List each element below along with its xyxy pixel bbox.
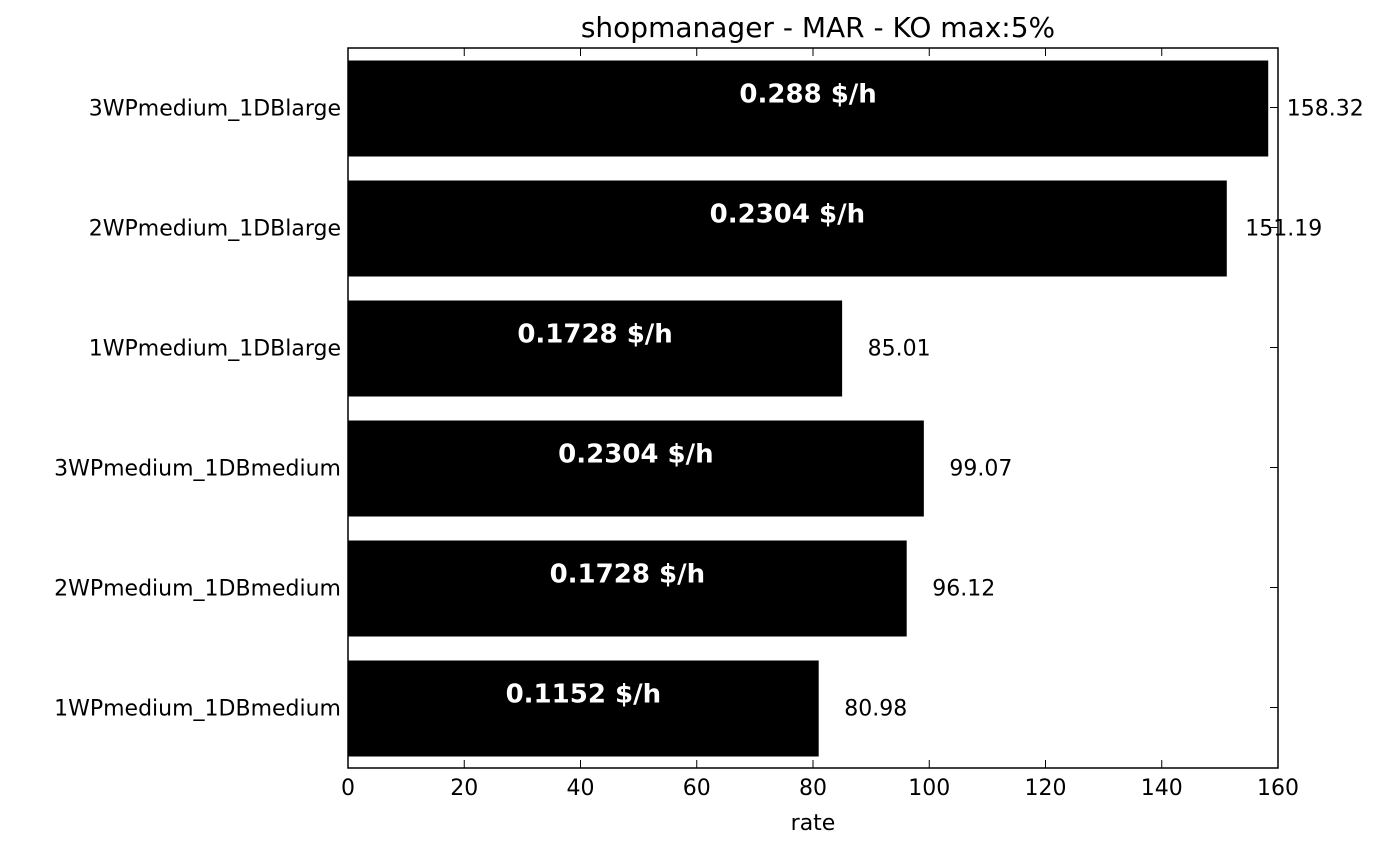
- bar-cost-label: 0.1728 $/h: [517, 320, 672, 350]
- bar-cost-label: 0.1152 $/h: [506, 680, 661, 710]
- y-tick-label: 3WPmedium_1DBmedium: [54, 457, 341, 482]
- x-axis-label: rate: [791, 811, 836, 836]
- y-tick-label: 3WPmedium_1DBlarge: [89, 97, 341, 122]
- x-tick-label: 140: [1141, 776, 1183, 801]
- bar-value-label: 85.01: [868, 337, 931, 362]
- x-tick-label: 120: [1025, 776, 1067, 801]
- bar-value-label: 99.07: [949, 457, 1012, 482]
- chart-title: shopmanager - MAR - KO max:5%: [581, 11, 1055, 44]
- x-tick-label: 60: [683, 776, 711, 801]
- x-tick-label: 20: [450, 776, 478, 801]
- bar: [348, 180, 1227, 277]
- bar: [348, 300, 843, 397]
- bar: [348, 660, 819, 757]
- x-tick-label: 100: [908, 776, 950, 801]
- y-tick-label: 1WPmedium_1DBmedium: [54, 697, 341, 722]
- bar-cost-label: 0.2304 $/h: [558, 440, 713, 470]
- bars-layer: 0.288 $/h 158.32 0.2304 $/h 151.19 0.1728 $/…: [348, 60, 1364, 757]
- bar: [348, 60, 1269, 157]
- bar-cost-label: 0.1728 $/h: [550, 560, 705, 590]
- ticks-layer: 3WPmedium_1DBlarge 2WPmedium_1DBlarge 1WPm…: [54, 48, 1299, 801]
- bar-value-label: 80.98: [844, 697, 907, 722]
- bar-cost-label: 0.2304 $/h: [710, 200, 865, 230]
- plot-frame: [347, 47, 1279, 769]
- bar: [348, 420, 924, 517]
- y-tick-label: 1WPmedium_1DBlarge: [89, 337, 341, 362]
- bar-value-label: 151.19: [1245, 217, 1322, 242]
- x-tick-label: 40: [567, 776, 595, 801]
- bar-value-label: 96.12: [932, 577, 995, 602]
- bar: [348, 540, 907, 637]
- x-tick-label: 0: [341, 776, 355, 801]
- bar-cost-label: 0.288 $/h: [739, 80, 876, 110]
- x-tick-label: 80: [799, 776, 827, 801]
- x-tick-label: 160: [1257, 776, 1299, 801]
- y-tick-label: 2WPmedium_1DBmedium: [54, 577, 341, 602]
- y-tick-label: 2WPmedium_1DBlarge: [89, 217, 341, 242]
- bar-value-label: 158.32: [1287, 97, 1364, 122]
